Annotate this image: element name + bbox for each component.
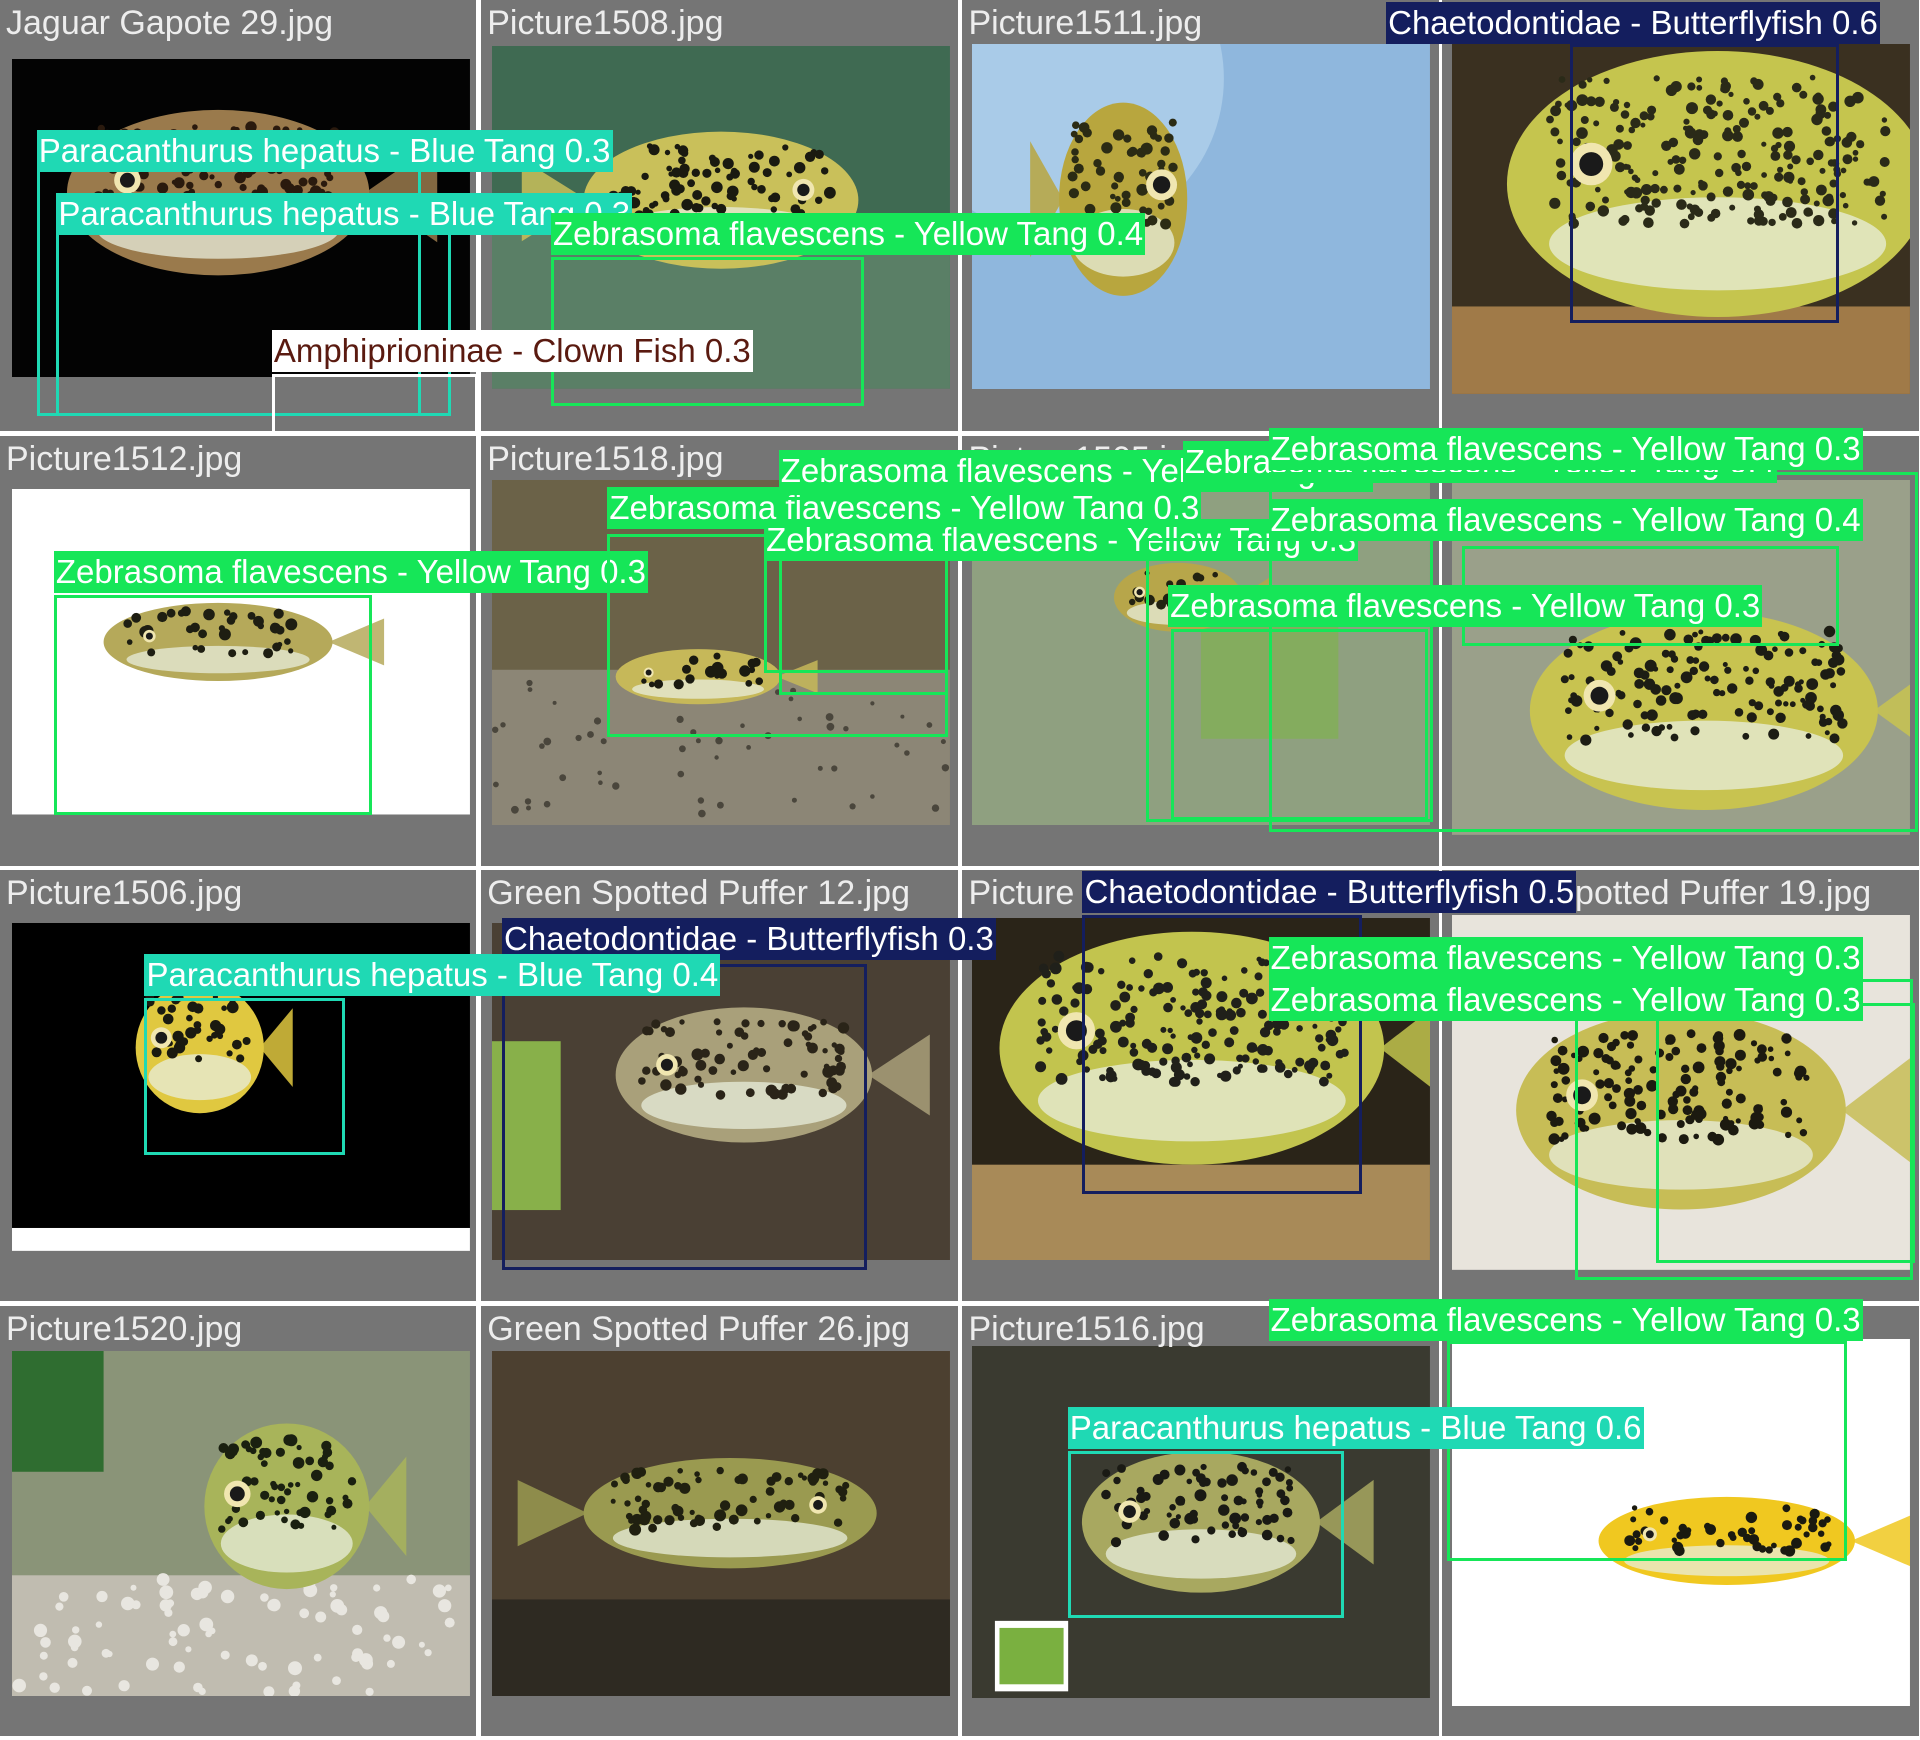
tile-filename: Picture1506.jpg (6, 874, 243, 912)
detection-label: Paracanthurus hepatus - Blue Tang 0.6 (1067, 1407, 1644, 1450)
detection-label: Paracanthurus hepatus - Blue Tang 0.3 (36, 129, 613, 172)
tile-filename: Green Spotted Puffer 26.jpg (487, 1309, 910, 1348)
detection-label: Zebrasoma flavescens - Yellow Tang 0.3 (1268, 978, 1863, 1021)
image-tile[interactable]: Picture1518.jpg (481, 435, 958, 867)
detection-label: Zebrasoma flavescens - Yellow Tang 0.3 (53, 550, 648, 593)
tile-filename: Picture1508.jpg (487, 4, 724, 42)
image-tile[interactable]: Green Spotted Puffer 26.jpg (481, 1305, 958, 1737)
detection-label: Zebrasoma flavescens - Yellow Tang 0.3 (764, 518, 1359, 561)
detection-box (1170, 628, 1428, 820)
detection-box (1082, 915, 1362, 1195)
image-tile[interactable]: Picture1506.jpg (0, 870, 477, 1301)
image-tile[interactable]: Picture1520.jpg (0, 1305, 477, 1737)
detection-label: Zebrasoma flavescens - Yellow Tang 0.3 (1268, 428, 1863, 471)
detection-label: Paracanthurus hepatus - Blue Tang 0.3 (56, 193, 633, 236)
detection-box (271, 374, 478, 436)
tile-filename: Picture1518.jpg (487, 439, 724, 478)
detection-label: Zebrasoma flavescens - Yellow Tang 0.3 (1268, 937, 1863, 980)
tile-filename: Picture1512.jpg (6, 439, 243, 478)
detection-label: Zebrasoma flavescens - Yellow Tang 0.4 (1268, 499, 1863, 542)
detection-label: Paracanthurus hepatus - Blue Tang 0.4 (144, 954, 721, 997)
fish-photo (12, 922, 471, 1251)
tile-filename: Picture1520.jpg (6, 1309, 243, 1348)
detection-box (1067, 1451, 1345, 1618)
tile-filename: Green Spotted Puffer 12.jpg (487, 874, 910, 912)
tile-filename: Jaguar Gapote 29.jpg (6, 4, 334, 42)
tile-filename: Picture (968, 874, 1075, 912)
detection-label: Chaetodontidae - Butterflyfish 0.3 (502, 917, 996, 960)
detection-label: Zebrasoma flavescens - Yellow Tang 0.4 (551, 212, 1146, 255)
detection-box (1655, 1003, 1916, 1263)
tile-filename: Picture1511.jpg (968, 4, 1203, 42)
detection-box (144, 998, 346, 1156)
fish-photo (12, 489, 471, 815)
detection-box (1447, 1341, 1847, 1562)
detection-label: Zebrasoma flavescens - Yellow Tang 0.3 (1268, 1299, 1863, 1342)
fish-photo (972, 1345, 1431, 1699)
image-tile[interactable] (1442, 1305, 1919, 1737)
detection-label: Chaetodontidae - Butterflyfish 0.5 (1082, 871, 1577, 914)
fish-photo (492, 479, 951, 825)
fish-photo (1452, 1338, 1911, 1706)
detection-box (764, 550, 948, 673)
detection-box (502, 964, 867, 1271)
detection-box (1569, 44, 1840, 324)
image-tile[interactable]: Picture1516.jpg (962, 1305, 1439, 1737)
detection-label: Amphiprioninae - Clown Fish 0.3 (271, 330, 753, 373)
image-tile[interactable]: Picture1512.jpg (0, 435, 477, 867)
fish-photo (492, 1350, 951, 1696)
fish-photo (12, 1350, 471, 1696)
detection-label: Zebrasoma flavescens - Yellow Tang 0.3 (1168, 584, 1763, 627)
detection-box (1268, 472, 1918, 833)
tile-filename: Picture1516.jpg (968, 1309, 1205, 1348)
detection-box (53, 594, 373, 815)
detection-label: Chaetodontidae - Butterflyfish 0.6 (1386, 2, 1880, 45)
